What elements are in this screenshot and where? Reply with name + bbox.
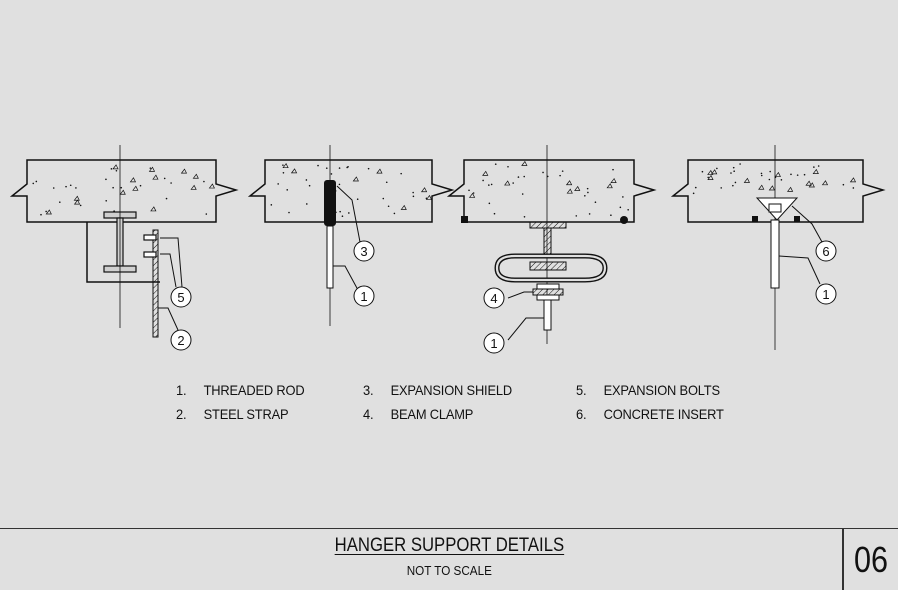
slab-a — [9, 159, 239, 223]
callout-a-bottom — [170, 329, 192, 351]
callout-d-top-text: 6 — [822, 244, 829, 259]
drawing-title: HANGER SUPPORT DETAILS — [334, 535, 564, 556]
legend-num: 1. — [176, 382, 187, 398]
beam-drop-a — [86, 222, 160, 283]
legend-item-steel-strap: 2. STEEL STRAP — [176, 406, 289, 422]
expansion-shield — [324, 180, 336, 226]
callout-b-top — [353, 240, 375, 262]
sheet-number: 06 — [853, 539, 889, 580]
callout-c-top-text: 4 — [490, 291, 497, 306]
callout-b-bottom-text: 1 — [360, 289, 367, 304]
legend-item-concrete-insert: 6. CONCRETE INSERT — [576, 406, 724, 422]
detail-d-concrete-insert: 6 1 — [670, 145, 886, 350]
detail-a-beam-strap: 5 2 — [9, 145, 239, 351]
slab-b — [247, 159, 455, 223]
legend-num: 6. — [576, 406, 587, 422]
title-block: HANGER SUPPORT DETAILS NOT TO SCALE 06 — [0, 528, 898, 590]
steel-strap — [152, 229, 159, 338]
callout-b-top-text: 3 — [360, 244, 367, 259]
legend-label: BEAM CLAMP — [390, 406, 474, 422]
slab-d — [670, 159, 886, 223]
callout-c-bottom-text: 1 — [490, 336, 497, 351]
callout-a-top-text: 5 — [177, 290, 184, 305]
legend-label: THREADED ROD — [203, 382, 305, 398]
legend-label: STEEL STRAP — [203, 406, 289, 422]
legend-label: EXPANSION BOLTS — [603, 382, 720, 398]
legend-num: 4. — [363, 406, 374, 422]
expansion-bolts — [143, 234, 157, 258]
callout-d-top — [815, 240, 837, 262]
threaded-rod-d — [770, 219, 780, 289]
legend-num: 2. — [176, 406, 187, 422]
legend-num: 3. — [363, 382, 374, 398]
callout-d-bottom-text: 1 — [822, 287, 829, 302]
legend-item-expansion-shield: 3. EXPANSION SHIELD — [363, 382, 512, 398]
callout-c-bottom — [483, 332, 505, 354]
detail-c-beam-clamp: 4 1 — [446, 145, 657, 354]
legend-item-expansion-bolts: 5. EXPANSION BOLTS — [576, 382, 720, 398]
callout-a-top — [170, 286, 192, 308]
callout-b-bottom — [353, 285, 375, 307]
legend-label: EXPANSION SHIELD — [390, 382, 513, 398]
threaded-rod-b — [326, 225, 334, 289]
drawing-subtitle: NOT TO SCALE — [406, 563, 492, 578]
callout-d-bottom — [815, 283, 837, 305]
legend: 1. THREADED ROD 2. STEEL STRAP 3. EXPANSION… — [0, 380, 898, 430]
legend-item-threaded-rod: 1. THREADED ROD — [176, 382, 305, 398]
detail-b-expansion-shield: 3 1 — [247, 145, 455, 326]
callout-c-top — [483, 287, 505, 309]
legend-num: 5. — [576, 382, 587, 398]
callout-a-bottom-text: 2 — [177, 333, 184, 348]
legend-item-beam-clamp: 4. BEAM CLAMP — [363, 406, 473, 422]
legend-label: CONCRETE INSERT — [603, 406, 724, 422]
concrete-speckle — [32, 160, 857, 218]
slab-c — [446, 159, 657, 223]
title-block-divider — [842, 529, 844, 590]
